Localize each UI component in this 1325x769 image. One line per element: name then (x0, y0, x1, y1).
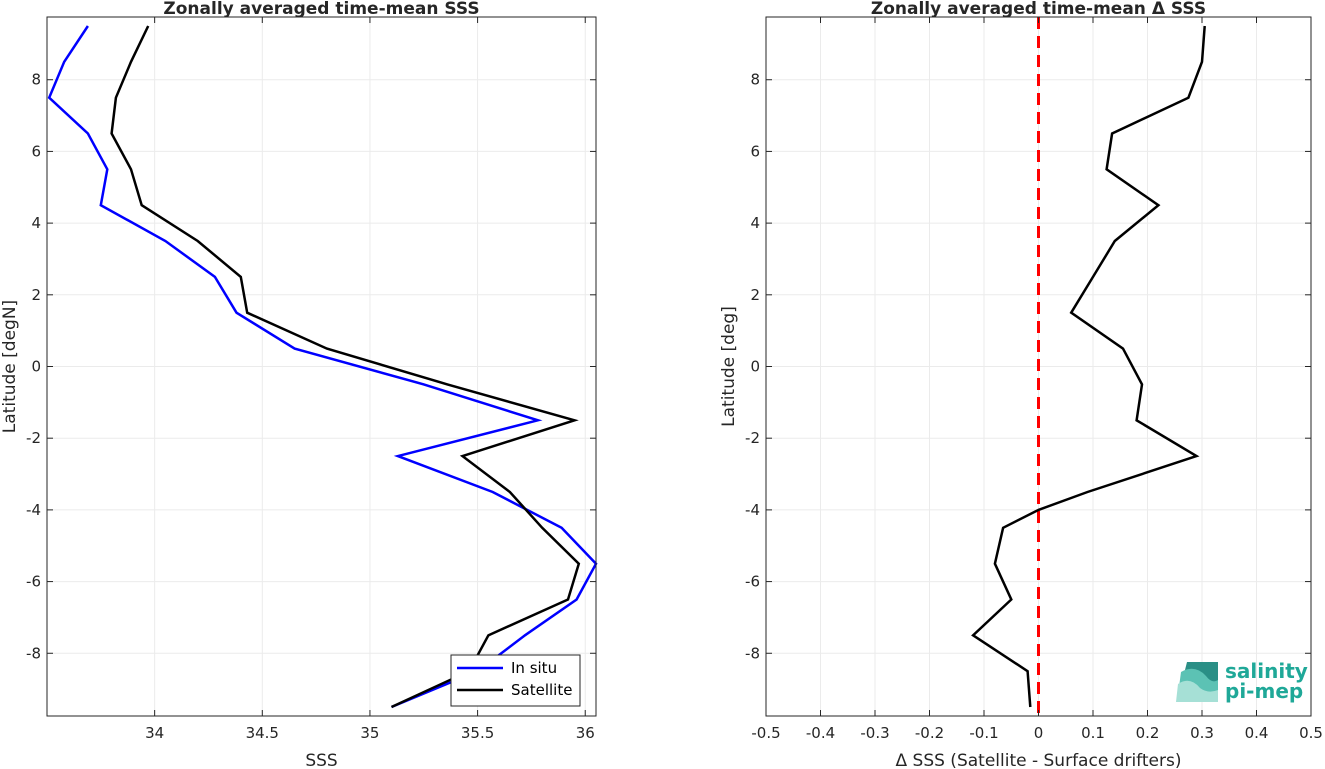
sss-xtick-label: 35 (360, 724, 379, 742)
delta-sss-xtick-label: 0.1 (1081, 724, 1105, 742)
delta-sss-xtick-label: -0.4 (806, 724, 835, 742)
sss-x-axis-label: SSS (305, 751, 337, 769)
delta-sss-xtick-label: -0.3 (860, 724, 889, 742)
sss-ytick-label: 0 (31, 358, 41, 376)
sss-ytick-label: -4 (26, 501, 41, 519)
legend-box (450, 654, 581, 707)
delta-sss-xtick-label: 0 (1034, 724, 1044, 742)
delta-sss-xtick-label: 0.3 (1190, 724, 1214, 742)
logo-wave-icon (1176, 662, 1218, 702)
logo-line2: pi-mep (1225, 679, 1303, 703)
delta-sss-xtick-label: -0.1 (969, 724, 998, 742)
sss-xtick-label: 35.5 (461, 724, 494, 742)
delta-sss-xtick-label: -0.2 (915, 724, 944, 742)
delta-sss-ytick-label: 8 (750, 71, 760, 89)
sss-ytick-label: -2 (26, 429, 41, 447)
delta-sss-ytick-label: -6 (745, 573, 760, 591)
legend: In situ Satellite (450, 654, 581, 707)
sss-xtick-label: 34.5 (246, 724, 279, 742)
delta-sss-chart-title: Zonally averaged time-mean Δ SSS (871, 0, 1206, 19)
sss-ytick-label: -8 (26, 644, 41, 662)
sss-series-satellite-line (110, 25, 581, 709)
sss-ytick-label: 2 (31, 286, 41, 304)
delta-sss-ytick-label: -8 (745, 644, 760, 662)
delta-sss-series-delta-line (971, 25, 1206, 708)
sss-xtick-label: 34 (145, 724, 164, 742)
sss-ytick-label: -6 (26, 573, 41, 591)
legend-satellite-label: Satellite (511, 681, 572, 699)
delta-sss-xtick-label: 0.5 (1299, 724, 1323, 742)
sss-y-axis-label: Latitude [degN] (0, 300, 20, 433)
delta-sss-ytick-label: 6 (750, 142, 760, 160)
delta-sss-panel: -0.5 -0.4 -0.3 -0.2 -0.1 0 0.1 0.2 0.3 0.4 0.5 -8 -6… (719, 0, 1323, 769)
delta-sss-xtick-label: -0.5 (751, 724, 780, 742)
salinity-pi-mep-logo: salinity pi-mep (1176, 659, 1308, 703)
sss-chart-title: Zonally averaged time-mean SSS (163, 0, 479, 19)
sss-xtick-label: 36 (576, 724, 595, 742)
sss-ytick-label: 8 (31, 71, 41, 89)
delta-sss-xtick-label: 0.4 (1245, 724, 1269, 742)
sss-panel: 34 34.5 35 35.5 36 -8 -6 -4 -2 0 2 4 6 8 Zonally avera… (0, 0, 598, 769)
delta-sss-ytick-label: 4 (750, 214, 760, 232)
sss-ytick-label: 6 (31, 142, 41, 160)
delta-sss-ytick-label: -4 (745, 501, 760, 519)
sss-ytick-label: 4 (31, 214, 41, 232)
delta-sss-ytick-label: 2 (750, 286, 760, 304)
delta-sss-ytick-label: 0 (750, 358, 760, 376)
logo-line1: salinity (1225, 659, 1308, 683)
delta-sss-y-axis-label: Latitude [deg] (719, 306, 739, 427)
delta-sss-ytick-label: -2 (745, 429, 760, 447)
delta-sss-xtick-label: 0.2 (1136, 724, 1160, 742)
legend-insitu-label: In situ (511, 659, 557, 677)
sss-series-in-situ-line (47, 25, 598, 709)
delta-sss-x-axis-label: Δ SSS (Satellite - Surface drifters) (896, 751, 1182, 769)
